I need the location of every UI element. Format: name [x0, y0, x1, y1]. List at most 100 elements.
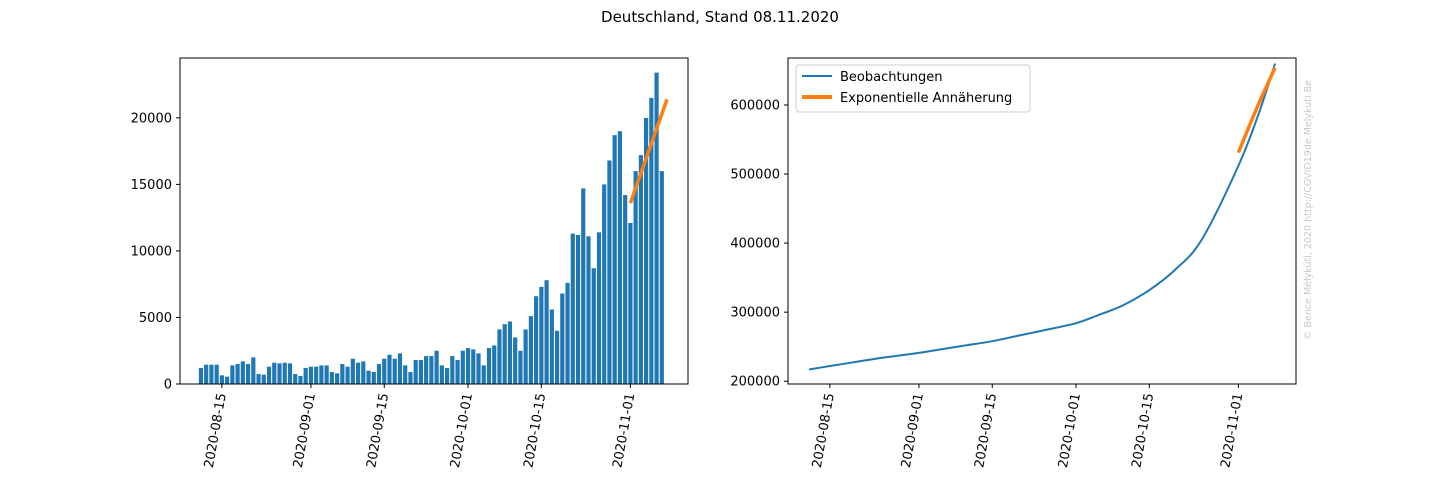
- bar: [528, 316, 533, 384]
- bar: [204, 364, 209, 384]
- bar: [424, 356, 429, 384]
- bar: [581, 188, 586, 384]
- bar: [240, 361, 245, 384]
- bar: [198, 368, 204, 384]
- bar-chart-x-tick-label: 2020-10-15: [521, 392, 549, 469]
- bar: [570, 233, 575, 384]
- bar-chart-x-tick-label: 2020-11-01: [610, 392, 638, 469]
- bar: [298, 376, 303, 384]
- bar: [513, 337, 518, 384]
- bar: [523, 329, 528, 384]
- bar-chart-y-tick-label: 10000: [131, 244, 172, 259]
- bar: [209, 364, 214, 384]
- line-chart-x-tick-label: 2020-11-01: [1218, 392, 1246, 469]
- bar-chart-x-tick-label: 2020-09-01: [291, 392, 319, 469]
- line-chart-y-tick-label: 400000: [730, 237, 780, 252]
- bar: [455, 360, 460, 384]
- bar: [371, 372, 376, 384]
- bar: [434, 350, 439, 384]
- bar: [225, 376, 230, 384]
- line-chart-axes-frame: [787, 57, 1297, 385]
- bar: [560, 293, 565, 384]
- line-chart-x-tick-label: 2020-08-15: [810, 392, 838, 469]
- legend-box: [795, 64, 1031, 113]
- bar: [345, 366, 350, 384]
- figure-title: Deutschland, Stand 08.11.2020: [601, 8, 839, 26]
- bar: [602, 184, 607, 384]
- bar: [214, 364, 219, 384]
- beobachtungen-line: [808, 63, 1277, 371]
- bar: [251, 357, 256, 384]
- bar: [575, 234, 581, 384]
- bar: [507, 321, 513, 384]
- bar: [287, 363, 293, 384]
- bar: [518, 350, 523, 384]
- bar-chart-x-tick-label: 2020-08-15: [202, 392, 230, 469]
- bar: [444, 368, 450, 384]
- bar: [460, 350, 465, 384]
- bar: [439, 365, 444, 384]
- bar-chart-daily: 0 5000 10000 15000 20000 2020-08-15 2020-09-01…: [131, 57, 689, 469]
- bar: [272, 362, 277, 384]
- bar: [382, 358, 387, 384]
- line-chart-y-tick-label: 600000: [730, 98, 780, 113]
- legend-label-exponentielle: Exponentielle Annäherung: [840, 91, 1012, 106]
- line-chart-x-tick-label: 2020-10-15: [1129, 392, 1157, 469]
- bar: [387, 354, 392, 384]
- bar: [617, 131, 623, 384]
- bar: [628, 222, 633, 384]
- bar: [376, 364, 382, 384]
- exponential-fit-line: [1236, 66, 1277, 154]
- bar: [335, 373, 340, 384]
- bar: [471, 349, 476, 384]
- bar: [418, 360, 424, 384]
- bar: [235, 364, 240, 384]
- bar: [314, 366, 319, 384]
- line-chart-cumulative: 200000 300000 400000 500000 600000 2020-08-15…: [730, 57, 1297, 469]
- legend-label-beobachtungen: Beobachtungen: [840, 70, 943, 85]
- watermark: © Bence Mélykúti, 2020 http://COVID19de.…: [1303, 80, 1314, 340]
- bar: [649, 97, 654, 384]
- bar: [355, 362, 361, 384]
- line-chart-y-tick-label: 200000: [730, 375, 780, 390]
- bar: [350, 358, 355, 384]
- bar: [486, 348, 492, 384]
- bar: [361, 361, 366, 384]
- bar: [397, 353, 403, 384]
- bar: [534, 296, 539, 384]
- bar-chart-y-tick-label: 20000: [131, 111, 172, 126]
- bar: [596, 232, 602, 384]
- bar: [549, 309, 554, 384]
- bar: [502, 324, 507, 384]
- bar: [659, 171, 664, 384]
- bar: [644, 117, 649, 384]
- legend: Beobachtungen Exponentielle Annäherung: [795, 64, 1031, 113]
- bar: [492, 345, 497, 384]
- line-chart-x-tick-label: 2020-09-15: [972, 392, 1000, 469]
- bar: [403, 365, 408, 384]
- exponential-fit-line: [628, 98, 669, 204]
- bar: [256, 374, 261, 384]
- bar: [308, 366, 314, 384]
- bar: [293, 374, 298, 384]
- bar: [654, 72, 659, 385]
- bar: [324, 365, 329, 384]
- bar: [366, 370, 371, 384]
- line-chart-x-tick-label: 2020-09-01: [899, 392, 927, 469]
- bar: [607, 160, 612, 384]
- bar: [340, 364, 345, 384]
- bar: [408, 372, 413, 384]
- bar: [413, 360, 418, 384]
- bar: [319, 365, 324, 384]
- bar: [586, 236, 591, 384]
- bar: [329, 372, 334, 384]
- bar: [497, 329, 502, 384]
- bar: [544, 280, 549, 384]
- bar: [539, 286, 544, 384]
- line-chart-y-tick-label: 300000: [730, 306, 780, 321]
- bar: [465, 348, 471, 384]
- bar-chart-y-tick-label: 0: [164, 378, 172, 393]
- line-chart-x-tick-label: 2020-10-01: [1056, 392, 1084, 469]
- bar: [476, 353, 481, 384]
